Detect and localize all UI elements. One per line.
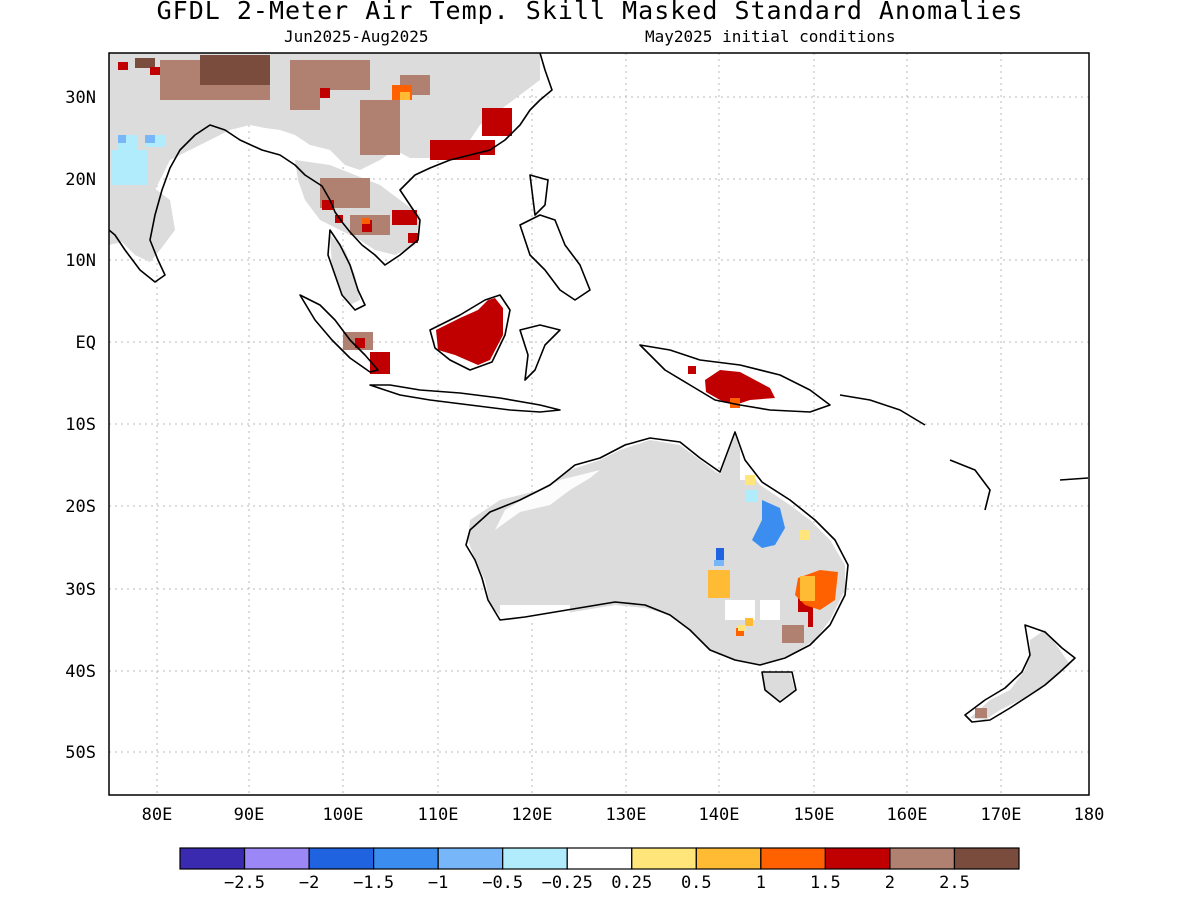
lon-label: 120E bbox=[512, 805, 553, 825]
plot-frame bbox=[108, 52, 1090, 796]
lon-label: 180 bbox=[1074, 805, 1105, 825]
lon-label: 100E bbox=[323, 805, 364, 825]
lon-label: 160E bbox=[887, 805, 928, 825]
colorbar-swatch bbox=[437, 847, 504, 870]
colorbar-label: −1 bbox=[428, 873, 448, 893]
anomaly-0-5-to-1 bbox=[400, 92, 815, 626]
colorbar-swatch bbox=[502, 847, 568, 870]
lon-label: 90E bbox=[234, 805, 265, 825]
lon-label: 80E bbox=[142, 805, 173, 825]
unmasked-patches bbox=[495, 445, 780, 620]
colorbar-label: −0.5 bbox=[482, 873, 523, 893]
colorbar: −2.5 −2 −1.5 −1 −0.5 −0.25 0.25 0.5 1 1.5 2 2.5 bbox=[179, 847, 1020, 893]
colorbar-swatch bbox=[889, 847, 956, 870]
lon-label: 110E bbox=[418, 805, 459, 825]
initial-conditions: May2025 initial conditions bbox=[645, 27, 896, 46]
lon-label: 150E bbox=[794, 805, 835, 825]
colorbar-swatch bbox=[243, 847, 310, 870]
lat-label: 40S bbox=[65, 662, 96, 682]
lon-label: 140E bbox=[699, 805, 740, 825]
colorbar-label: 2.5 bbox=[939, 873, 970, 893]
anomaly-1-5-to-2 bbox=[118, 62, 813, 627]
lat-label: 10N bbox=[65, 251, 96, 271]
colorbar-label: 0.5 bbox=[681, 873, 712, 893]
lat-label: 20S bbox=[65, 497, 96, 517]
anomaly-above-2-5 bbox=[135, 55, 270, 85]
lat-label: EQ bbox=[76, 333, 96, 353]
longitude-labels: 80E 90E 100E 110E 120E 130E 140E 150E 16… bbox=[142, 805, 1105, 825]
lat-label: 30N bbox=[65, 88, 96, 108]
map-title: GFDL 2-Meter Air Temp. Skill Masked Stan… bbox=[156, 0, 1024, 25]
latitude-labels: 30N 20N 10N EQ 10S 20S 30S 40S 50S bbox=[65, 88, 96, 763]
lat-label: 50S bbox=[65, 743, 96, 763]
lon-label: 130E bbox=[606, 805, 647, 825]
colorbar-label: −1.5 bbox=[353, 873, 394, 893]
colorbar-swatch bbox=[953, 847, 1020, 870]
plot-area bbox=[109, 53, 1089, 795]
colorbar-swatch bbox=[373, 847, 439, 870]
colorbar-label: −0.25 bbox=[542, 873, 593, 893]
colorbar-swatch bbox=[308, 847, 375, 870]
coastlines bbox=[108, 52, 1089, 723]
colorbar-swatch bbox=[824, 847, 891, 870]
colorbar-swatch bbox=[566, 847, 633, 870]
colorbar-label: 2 bbox=[885, 873, 895, 893]
forecast-period: Jun2025-Aug2025 bbox=[284, 27, 429, 46]
lat-label: 20N bbox=[65, 170, 96, 190]
colorbar-swatch bbox=[631, 847, 697, 870]
lat-label: 10S bbox=[65, 415, 96, 435]
colorbar-label: 0.25 bbox=[611, 873, 652, 893]
lat-label: 30S bbox=[65, 580, 96, 600]
lon-label: 170E bbox=[981, 805, 1022, 825]
colorbar-label: −2.5 bbox=[224, 873, 265, 893]
colorbar-label: 1 bbox=[756, 873, 766, 893]
anomaly-0-25-to-0-5 bbox=[738, 475, 810, 631]
anomaly-negative bbox=[112, 135, 785, 566]
colorbar-label: −2 bbox=[299, 873, 319, 893]
colorbar-swatch bbox=[179, 847, 246, 870]
colorbar-label: 1.5 bbox=[810, 873, 841, 893]
colorbar-swatch bbox=[760, 847, 826, 870]
colorbar-swatch bbox=[695, 847, 762, 870]
